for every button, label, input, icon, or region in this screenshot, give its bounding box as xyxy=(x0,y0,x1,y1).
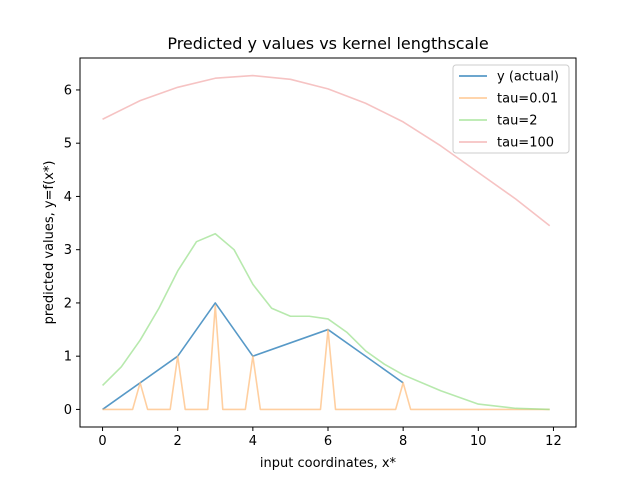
x-tick-label: 10 xyxy=(470,434,487,449)
y-tick-label: 6 xyxy=(64,83,72,98)
legend-label-2: tau=2 xyxy=(497,114,537,129)
series-line-2 xyxy=(101,232,550,411)
y-tick-label: 4 xyxy=(64,190,72,205)
y-tick-label: 2 xyxy=(64,296,72,311)
x-tick-label: 0 xyxy=(98,434,106,449)
series-line-1 xyxy=(102,304,550,411)
x-axis-ticks: 0 2 4 6 8 10 12 xyxy=(98,427,562,449)
legend-label-1: tau=0.01 xyxy=(497,92,558,107)
x-tick-label: 8 xyxy=(399,434,407,449)
y-tick-label: 5 xyxy=(64,137,72,152)
y-tick-label: 1 xyxy=(64,350,72,365)
y-axis-ticks: 0 1 2 3 4 5 6 xyxy=(64,83,80,418)
y-tick-label: 0 xyxy=(64,403,72,418)
x-tick-label: 4 xyxy=(249,434,257,449)
x-tick-label: 2 xyxy=(174,434,182,449)
legend-box xyxy=(452,64,570,154)
x-tick-label: 6 xyxy=(324,434,332,449)
x-tick-label: 12 xyxy=(545,434,562,449)
y-axis-label: predicted values, y=f(x*) xyxy=(42,161,57,325)
chart-title: Predicted y values vs kernel lengthscale xyxy=(167,34,488,53)
plot-lines xyxy=(101,74,551,411)
x-axis-label: input coordinates, x* xyxy=(260,456,397,471)
legend: y (actual) tau=0.01 tau=2 tau=100 xyxy=(452,64,570,154)
series-line-3 xyxy=(102,74,551,227)
series-line-0 xyxy=(102,302,404,411)
y-tick-label: 3 xyxy=(64,243,72,258)
legend-label-0: y (actual) xyxy=(497,70,559,85)
legend-label-3: tau=100 xyxy=(497,136,554,151)
